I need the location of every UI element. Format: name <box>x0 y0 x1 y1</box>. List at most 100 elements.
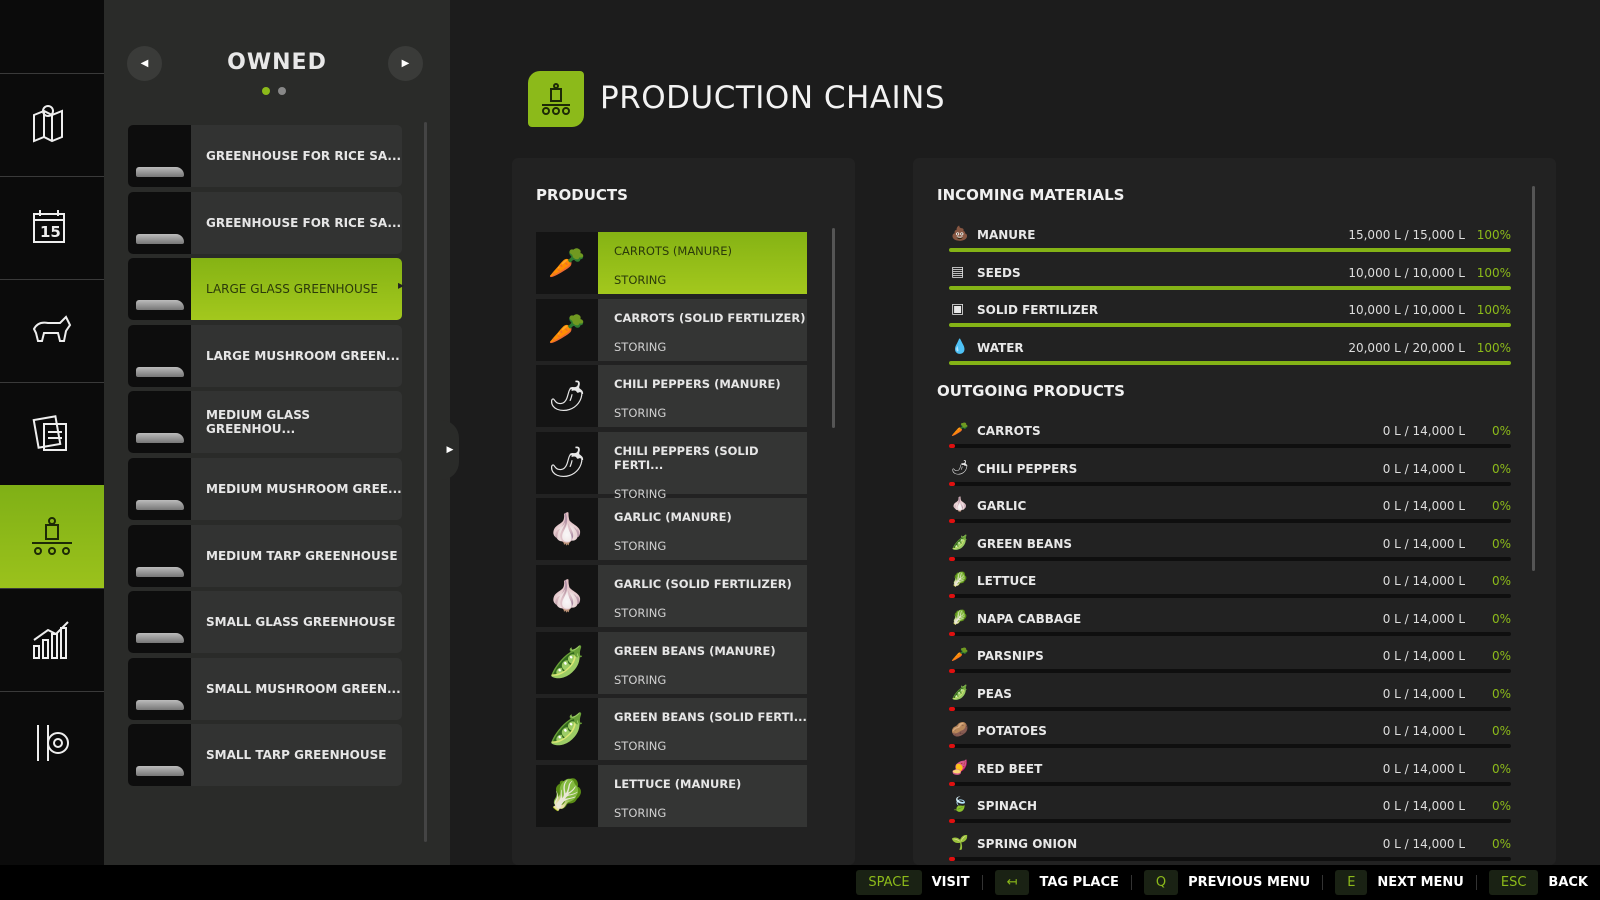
fill-bar-level <box>949 706 955 711</box>
action-label[interactable]: TAG PLACE <box>1039 875 1132 890</box>
product-text: GARLIC (MANURE) STORING <box>598 498 807 561</box>
material-icon: 🥔 <box>951 722 969 738</box>
owned-item-label: GREENHOUSE FOR RICE SA... <box>206 215 402 230</box>
material-percent: 0% <box>1491 611 1511 626</box>
nav-item-calendar[interactable]: 15 <box>0 176 104 279</box>
owned-list-item[interactable]: SMALL TARP GREENHOUSE <box>128 724 402 787</box>
greenhouse-thumbnail <box>128 258 191 321</box>
product-text: CARROTS (SOLID FERTILIZER) STORING <box>598 298 807 361</box>
product-text: CARROTS (MANURE) STORING <box>598 232 807 294</box>
fill-bar-level <box>949 444 955 448</box>
fill-bar <box>949 323 1511 327</box>
products-scrollbar[interactable] <box>832 228 835 428</box>
product-item[interactable]: 🧄 GARLIC (SOLID FERTILIZER) STORING <box>536 565 807 627</box>
key-hint-4[interactable]: ESC <box>1488 870 1539 895</box>
material-amount: 15,000 L / 15,000 L <box>1348 228 1465 242</box>
product-item[interactable]: 🌶 CHILI PEPPERS (SOLID FERTI... STORING <box>536 431 807 501</box>
material-name: WATER <box>977 340 1024 355</box>
product-status: STORING <box>614 672 667 687</box>
fill-bar-level <box>949 248 1511 252</box>
fill-bar-level <box>949 519 955 523</box>
incoming-heading: INCOMING MATERIALS <box>937 186 1125 204</box>
greenhouse-thumbnail <box>128 724 191 787</box>
owned-scrollbar[interactable] <box>424 122 427 842</box>
nav-item-contracts[interactable] <box>0 382 104 485</box>
action-label[interactable]: PREVIOUS MENU <box>1188 875 1324 890</box>
product-icon: 🫛 <box>536 631 598 694</box>
greenhouse-thumbnail <box>128 524 191 587</box>
product-item[interactable]: 🫛 GREEN BEANS (SOLID FERTI... STORING <box>536 698 807 761</box>
material-icon: 🫛 <box>951 684 969 701</box>
material-name: NAPA CABBAGE <box>977 611 1082 626</box>
product-text: LETTUCE (MANURE) STORING <box>598 764 807 827</box>
material-icon: 🌱 <box>951 834 969 851</box>
fill-bar <box>949 819 1511 823</box>
materials-panel: INCOMING MATERIALS 💩 MANURE 15,000 L / 15,… <box>913 158 1556 865</box>
owned-list-item[interactable]: MEDIUM MUSHROOM GREE... <box>128 457 402 520</box>
product-item[interactable]: 🥕 CARROTS (MANURE) STORING <box>536 232 807 294</box>
material-icon: 🍠 <box>951 759 969 776</box>
fill-bar-level <box>949 744 955 748</box>
owned-item-label: LARGE MUSHROOM GREEN... <box>206 348 400 363</box>
nav-item-animals[interactable] <box>0 279 104 382</box>
product-item[interactable]: 🥕 CARROTS (SOLID FERTILIZER) STORING <box>536 298 807 361</box>
material-icon: ▣ <box>951 301 965 317</box>
owned-list-item[interactable]: SMALL GLASS GREENHOUSE <box>128 591 402 654</box>
footer-hints: SPACE VISIT ↤ TAG PLACE Q PREVIOUS MENU E NEXT … <box>0 865 1600 900</box>
product-item[interactable]: 🫛 GREEN BEANS (MANURE) STORING <box>536 631 807 694</box>
incoming-row: ▣ SOLID FERTILIZER 10,000 L / 10,000 L 100% <box>949 301 1511 337</box>
material-percent: 0% <box>1491 724 1511 738</box>
material-amount: 0 L / 14,000 L <box>1382 686 1465 701</box>
page-dot[interactable] <box>262 87 270 95</box>
nav-item-production[interactable] <box>0 485 111 588</box>
owned-list-item[interactable]: MEDIUM TARP GREENHOUSE <box>128 524 402 587</box>
material-amount: 0 L / 14,000 L <box>1382 461 1465 476</box>
owned-list-item[interactable]: GREENHOUSE FOR RICE SA... <box>128 191 402 254</box>
material-percent: 0% <box>1491 574 1511 588</box>
product-status: STORING <box>614 406 667 421</box>
incoming-row: ▤ SEEDS 10,000 L / 10,000 L 100% <box>949 264 1511 300</box>
material-amount: 0 L / 14,000 L <box>1382 611 1465 626</box>
material-name: SOLID FERTILIZER <box>977 303 1099 317</box>
nav-item-settings[interactable] <box>0 691 104 794</box>
prev-page-button[interactable]: ◀ <box>127 46 162 81</box>
fill-bar-level <box>949 360 1511 365</box>
fill-bar <box>949 556 1511 561</box>
product-item[interactable]: 🥬 LETTUCE (MANURE) STORING <box>536 764 807 827</box>
owned-list-item[interactable]: GREENHOUSE FOR RICE SA... <box>128 125 402 187</box>
key-hint-0[interactable]: SPACE <box>856 870 922 895</box>
product-item[interactable]: 🧄 GARLIC (MANURE) STORING <box>536 498 807 561</box>
nav-item-statistics[interactable] <box>0 588 104 691</box>
page-dot[interactable] <box>278 87 286 95</box>
owned-list-item[interactable]: MEDIUM GLASS GREENHOU... <box>128 391 402 454</box>
product-text: GREEN BEANS (SOLID FERTI... STORING <box>598 698 807 761</box>
nav-item-map[interactable] <box>0 73 104 176</box>
material-name: SEEDS <box>977 265 1021 280</box>
collapse-toggle[interactable]: ▶ <box>441 420 459 480</box>
svg-text:15: 15 <box>40 223 61 241</box>
product-text: GREEN BEANS (MANURE) STORING <box>598 631 807 694</box>
key-hint-3[interactable]: E <box>1335 870 1368 895</box>
owned-list-item[interactable]: LARGE MUSHROOM GREEN... <box>128 324 402 387</box>
material-amount: 10,000 L / 10,000 L <box>1348 265 1465 280</box>
greenhouse-thumbnail <box>128 657 191 720</box>
products-panel: PRODUCTS 🥕 CARROTS (MANURE) STORING 🥕 CARROT… <box>512 158 855 865</box>
next-page-button[interactable]: ▶ <box>388 46 423 81</box>
outgoing-row: 🌱 SPRING ONION 0 L / 14,000 L 0% <box>949 834 1511 871</box>
action-label[interactable]: NEXT MENU <box>1377 875 1477 890</box>
action-label[interactable]: BACK <box>1548 875 1588 890</box>
owned-list-item[interactable]: LARGE GLASS GREENHOUSE <box>128 258 404 321</box>
material-percent: 0% <box>1491 761 1511 776</box>
material-percent: 0% <box>1491 799 1511 813</box>
action-label[interactable]: VISIT <box>932 875 983 890</box>
material-name: CARROTS <box>977 424 1041 438</box>
product-item[interactable]: 🌶 CHILI PEPPERS (MANURE) STORING <box>536 365 807 428</box>
material-icon: 💩 <box>951 226 969 242</box>
product-name: GREEN BEANS (SOLID FERTI... <box>614 710 807 725</box>
fill-bar <box>949 248 1511 252</box>
greenhouse-thumbnail <box>128 591 191 654</box>
key-hint-1[interactable]: ↤ <box>994 870 1030 895</box>
materials-scrollbar[interactable] <box>1532 186 1535 571</box>
key-hint-2[interactable]: Q <box>1143 870 1179 895</box>
owned-list-item[interactable]: SMALL MUSHROOM GREEN... <box>128 657 402 720</box>
